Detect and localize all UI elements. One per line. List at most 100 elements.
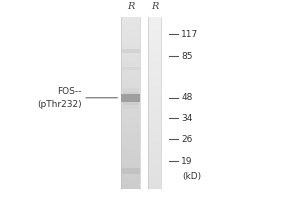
Bar xyxy=(121,152,140,155)
Bar xyxy=(148,120,161,122)
Bar xyxy=(148,94,161,97)
Bar xyxy=(121,182,140,185)
Bar xyxy=(148,92,161,94)
Bar xyxy=(148,64,161,66)
Bar xyxy=(121,83,140,86)
Bar xyxy=(148,163,161,165)
Bar xyxy=(121,150,140,152)
Bar xyxy=(121,168,140,174)
Bar xyxy=(121,122,140,124)
Bar xyxy=(121,34,140,36)
Text: 48: 48 xyxy=(181,93,193,102)
Bar xyxy=(121,169,140,172)
Bar xyxy=(121,81,140,84)
Bar xyxy=(148,103,161,105)
Bar xyxy=(121,53,140,56)
Bar xyxy=(121,98,140,101)
Bar xyxy=(121,126,140,129)
Bar xyxy=(148,75,161,77)
Bar xyxy=(121,165,140,168)
Bar xyxy=(121,101,140,103)
Bar xyxy=(121,172,140,174)
Bar xyxy=(121,79,140,81)
Bar xyxy=(121,131,140,133)
Bar xyxy=(121,70,140,73)
Bar xyxy=(121,120,140,122)
Bar xyxy=(121,77,140,79)
Bar xyxy=(121,73,140,75)
Text: 117: 117 xyxy=(181,30,199,39)
Bar xyxy=(121,58,140,60)
Bar xyxy=(121,51,140,53)
Bar xyxy=(148,47,161,49)
Bar xyxy=(121,96,140,99)
Bar xyxy=(121,55,140,58)
Bar xyxy=(121,21,140,23)
Bar xyxy=(148,185,161,187)
Bar xyxy=(121,38,140,41)
Bar xyxy=(148,36,161,38)
Bar xyxy=(148,58,161,60)
Bar xyxy=(148,98,161,101)
Bar xyxy=(148,21,161,23)
Bar xyxy=(121,45,140,47)
Bar xyxy=(148,116,161,118)
Bar xyxy=(121,19,140,21)
Bar xyxy=(148,38,161,41)
Bar xyxy=(121,60,140,62)
Text: (kD): (kD) xyxy=(183,172,202,181)
Bar xyxy=(148,88,161,90)
Bar xyxy=(148,101,161,103)
Bar xyxy=(122,88,139,92)
Bar xyxy=(121,94,140,97)
Bar xyxy=(148,137,161,140)
Bar xyxy=(121,142,140,144)
Bar xyxy=(148,81,161,84)
Bar xyxy=(148,43,161,45)
Bar xyxy=(148,73,161,75)
Text: FOS--: FOS-- xyxy=(57,87,82,96)
Bar xyxy=(121,174,140,176)
Bar xyxy=(121,139,140,142)
Bar xyxy=(148,131,161,133)
Bar xyxy=(148,157,161,159)
Text: 26: 26 xyxy=(181,135,193,144)
Bar xyxy=(148,45,161,47)
Bar xyxy=(122,105,139,109)
Bar xyxy=(121,25,140,28)
Bar xyxy=(121,86,140,88)
Bar xyxy=(148,174,161,176)
Bar xyxy=(121,105,140,107)
Bar xyxy=(148,159,161,161)
Bar xyxy=(148,124,161,127)
Bar xyxy=(148,25,161,28)
Bar xyxy=(121,109,140,112)
Bar xyxy=(121,161,140,163)
Bar xyxy=(121,47,140,49)
Bar xyxy=(122,92,139,96)
Bar xyxy=(121,62,140,64)
Bar xyxy=(121,163,140,165)
Bar xyxy=(148,111,161,114)
Bar xyxy=(121,94,140,102)
Bar xyxy=(148,182,161,185)
Bar xyxy=(148,122,161,124)
Bar xyxy=(121,154,140,157)
Bar xyxy=(148,70,161,73)
Bar xyxy=(148,187,161,189)
Bar xyxy=(121,68,140,71)
Bar xyxy=(121,64,140,66)
Bar xyxy=(122,49,140,53)
Bar xyxy=(121,157,140,159)
Bar xyxy=(148,17,161,19)
Bar xyxy=(121,114,140,116)
Bar xyxy=(148,27,161,30)
Bar xyxy=(148,96,161,99)
Bar xyxy=(121,23,140,25)
Bar xyxy=(148,109,161,112)
Bar xyxy=(121,40,140,43)
Bar xyxy=(148,126,161,129)
Bar xyxy=(121,66,140,69)
Bar xyxy=(148,62,161,64)
Bar xyxy=(148,167,161,170)
